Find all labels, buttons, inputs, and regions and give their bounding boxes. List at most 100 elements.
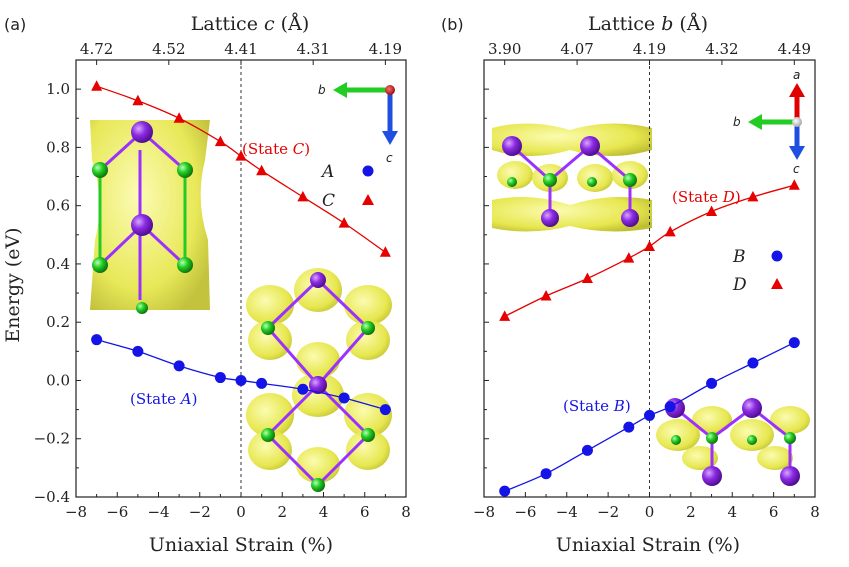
series-a-point — [256, 378, 267, 389]
panel-a-structure-inset-left — [90, 120, 210, 314]
panel-a-top-xlabel: Lattice c (Å) — [191, 13, 309, 35]
panel-a-xlabel: Uniaxial Strain (%) — [149, 534, 333, 556]
series-b-point — [706, 378, 717, 389]
panel-a-xtick-label: −6 — [106, 503, 128, 521]
panel-a-ytick-label: −0.4 — [34, 488, 70, 506]
panel-a-ytick-label: 1.0 — [46, 80, 70, 98]
series-d-point — [623, 252, 634, 262]
series-d-point — [541, 290, 552, 301]
panel-a-xtick-label: 8 — [401, 503, 411, 521]
series-a-point — [132, 346, 143, 357]
svg-text:c: c — [793, 162, 800, 176]
legend-label-c: C — [322, 191, 335, 211]
series-c-point — [339, 217, 350, 228]
legend-label-d: D — [732, 275, 747, 295]
panel-b-xtick-label: −6 — [514, 503, 536, 521]
series-b-point — [665, 401, 676, 412]
panel-a-top-tick-label: 4.52 — [152, 40, 185, 58]
series-d-point — [499, 310, 510, 321]
series-a-point — [380, 404, 391, 415]
series-b-point — [789, 337, 800, 348]
panel-b-top-tick-label: 4.49 — [778, 40, 811, 58]
series-b-point — [644, 410, 655, 421]
svg-text:a: a — [793, 68, 800, 82]
panel-a-ytick-label: −0.2 — [34, 430, 70, 448]
panel-a-legend: A C — [320, 162, 374, 211]
panel-b-legend: B D — [732, 247, 783, 295]
svg-text:b: b — [318, 83, 326, 97]
series-b-point — [582, 445, 593, 456]
series-c-point — [215, 136, 226, 147]
panel-b-xtick-label: 8 — [810, 503, 820, 521]
panel-b-xtick-label: 4 — [727, 503, 737, 521]
panel-a-xtick-label: −4 — [147, 503, 169, 521]
panel-b-top-tick-label: 4.32 — [705, 40, 738, 58]
series-c-point — [297, 191, 308, 202]
series-c-point — [174, 112, 185, 123]
panel-b-xtick-label: −4 — [556, 503, 578, 521]
series-a-point — [91, 334, 102, 345]
series-c-point — [380, 246, 391, 257]
legend-label-a: A — [320, 162, 334, 182]
panel-a-xtick-label: 0 — [236, 503, 246, 521]
panel-b: (b) Lattice b (Å) Uniaxial Strain (%) — [441, 13, 820, 556]
series-b-point — [747, 357, 758, 368]
series-a-point — [215, 372, 226, 383]
panel-b-structure-inset-bottom — [655, 390, 810, 500]
series-c-point — [132, 95, 143, 106]
series-a-point — [174, 360, 185, 371]
panel-a-structure-inset-right — [246, 268, 392, 492]
series-d-point — [665, 226, 676, 237]
panel-b-xtick-label: 6 — [769, 503, 779, 521]
panel-a: (a) Lattice c (Å) Energy (eV) Uniaxial S… — [2, 13, 411, 556]
panel-a-xtick-label: 2 — [277, 503, 287, 521]
series-b-point — [499, 486, 510, 497]
series-b-point — [623, 422, 634, 433]
panel-a-ylabel: Energy (eV) — [2, 227, 24, 342]
panel-a-ytick-label: 0.8 — [46, 138, 70, 156]
panel-b-top-tick-label: 4.07 — [560, 40, 593, 58]
legend-marker-b — [772, 251, 783, 262]
panel-a-top-tick-label: 4.19 — [369, 40, 402, 58]
series-b-point — [541, 468, 552, 479]
panel-a-xtick-label: −2 — [189, 503, 211, 521]
panel-a-ytick-label: 0.0 — [46, 371, 70, 389]
state-a-annotation: (State A) — [130, 390, 197, 408]
legend-marker-d — [771, 278, 783, 289]
legend-marker-a — [363, 166, 374, 177]
panel-b-xlabel: Uniaxial Strain (%) — [556, 534, 740, 556]
panel-a-ytick-label: 0.2 — [46, 313, 70, 331]
state-d-annotation: (State D) — [672, 188, 741, 206]
series-a-point — [236, 375, 247, 386]
series-d-point — [582, 273, 593, 284]
panel-b-xtick-label: 2 — [686, 503, 696, 521]
panel-b-top-tick-label: 4.19 — [633, 40, 666, 58]
series-c-point — [91, 80, 102, 91]
panel-a-top-tick-label: 4.41 — [224, 40, 257, 58]
panel-b-crystal-axes: a b c — [733, 68, 805, 176]
legend-label-b: B — [732, 247, 746, 267]
panel-a-xtick-label: 6 — [360, 503, 370, 521]
state-b-annotation: (State B) — [563, 397, 631, 415]
panel-a-top-tick-label: 4.72 — [80, 40, 113, 58]
panel-a-xtick-label: 4 — [319, 503, 329, 521]
panel-b-top-xlabel: Lattice b (Å) — [588, 13, 708, 35]
svg-text:b: b — [733, 115, 741, 129]
state-c-annotation: (State C) — [242, 140, 310, 158]
panel-b-xtick-label: −2 — [597, 503, 619, 521]
panel-b-top-tick-label: 3.90 — [488, 40, 521, 58]
panel-a-ytick-label: 0.4 — [46, 255, 70, 273]
series-d-point — [644, 240, 655, 251]
series-c-point — [256, 165, 267, 176]
panel-a-top-tick-label: 4.31 — [296, 40, 329, 58]
panel-b-structure-inset-top — [490, 120, 655, 232]
panel-b-xtick-label: 0 — [645, 503, 655, 521]
series-d-point — [706, 205, 717, 216]
series-a-point — [339, 392, 350, 403]
legend-marker-c — [362, 194, 374, 205]
svg-text:c: c — [386, 151, 393, 165]
panel-a-ytick-label: 0.6 — [46, 197, 70, 215]
panel-b-xtick-label: −8 — [473, 503, 495, 521]
series-d-point — [789, 179, 800, 190]
